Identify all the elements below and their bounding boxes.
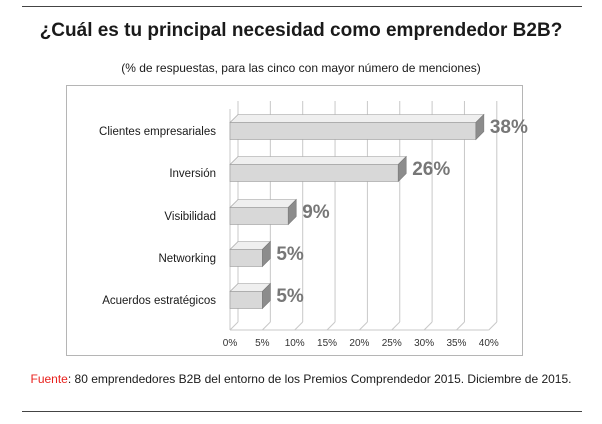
gridline-base — [359, 321, 368, 331]
top-rule — [22, 6, 582, 7]
gridline-base — [261, 321, 271, 331]
value-label: 26% — [412, 159, 450, 180]
value-label: 5% — [276, 244, 304, 265]
category-label: Inversión — [169, 168, 216, 180]
chart-subtitle: (% de respuestas, para las cinco con may… — [121, 61, 481, 75]
gridline-base — [423, 321, 433, 331]
chart-frame — [66, 85, 523, 356]
x-tick-label: 35% — [446, 338, 466, 349]
bar-end-face — [397, 155, 407, 183]
x-tick-label: 0% — [223, 338, 238, 349]
gridline-base — [229, 321, 239, 331]
bar — [229, 291, 263, 309]
category-label: Visibilidad — [164, 211, 216, 223]
x-tick-label: 15% — [317, 338, 337, 349]
gridline-base — [326, 321, 336, 331]
category-label: Clientes empresariales — [99, 126, 216, 138]
bar — [229, 249, 263, 267]
bar-end-face — [475, 113, 485, 141]
value-label: 5% — [276, 286, 304, 307]
value-label: 38% — [490, 117, 528, 138]
bar-top-face — [229, 114, 485, 123]
gridline-base — [391, 321, 401, 331]
source-note: Fuente: 80 emprendedores B2B del entorno… — [0, 372, 602, 386]
category-label: Acuerdos estratégicos — [102, 295, 216, 307]
x-tick-label: 25% — [382, 338, 402, 349]
source-text: : 80 emprendedores B2B del entorno de lo… — [67, 372, 572, 386]
bar-end-face — [262, 240, 271, 268]
x-tick-label: 20% — [349, 338, 369, 349]
value-label: 9% — [302, 202, 330, 223]
bar — [229, 164, 399, 182]
gridline-base — [456, 321, 465, 331]
bar — [229, 207, 289, 225]
gridline-base — [294, 321, 304, 331]
bar-top-face — [229, 156, 407, 165]
x-tick-label: 30% — [414, 338, 434, 349]
bar-end-face — [287, 198, 297, 226]
bottom-rule — [22, 411, 582, 412]
x-tick-label: 10% — [285, 338, 305, 349]
x-tick-label: 5% — [255, 338, 270, 349]
gridline-base — [488, 321, 498, 331]
source-label: Fuente — [30, 372, 68, 386]
category-label: Networking — [158, 253, 216, 265]
bar-top-face — [229, 199, 297, 208]
x-tick-label: 40% — [479, 338, 499, 349]
bar-end-face — [262, 282, 271, 310]
chart-title: ¿Cuál es tu principal necesidad como emp… — [39, 20, 563, 41]
bar — [229, 122, 477, 140]
